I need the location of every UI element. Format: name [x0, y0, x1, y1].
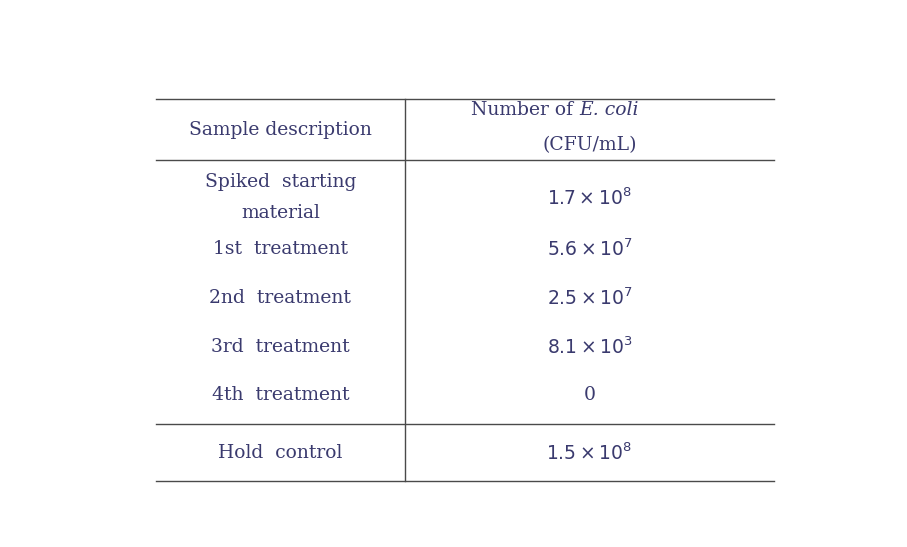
Text: Sample description: Sample description: [189, 121, 372, 139]
Text: $1.7 \times 10^{8}$: $1.7 \times 10^{8}$: [547, 188, 632, 209]
Text: Number of: Number of: [471, 101, 579, 119]
Text: material: material: [241, 204, 320, 222]
Text: (CFU/mL): (CFU/mL): [542, 136, 637, 154]
Text: 1st  treatment: 1st treatment: [213, 240, 347, 258]
Text: Hold  control: Hold control: [218, 444, 343, 462]
Text: $2.5 \times 10^{7}$: $2.5 \times 10^{7}$: [547, 287, 633, 309]
Text: 0: 0: [583, 386, 596, 404]
Text: $1.5 \times 10^{8}$: $1.5 \times 10^{8}$: [547, 443, 633, 464]
Text: 3rd  treatment: 3rd treatment: [211, 338, 349, 356]
Text: 2nd  treatment: 2nd treatment: [210, 289, 351, 307]
Text: $5.6 \times 10^{7}$: $5.6 \times 10^{7}$: [547, 238, 633, 260]
Text: 4th  treatment: 4th treatment: [211, 386, 349, 404]
Text: Spiked  starting: Spiked starting: [205, 173, 356, 191]
Text: E. coli: E. coli: [579, 101, 639, 119]
Text: $8.1 \times 10^{3}$: $8.1 \times 10^{3}$: [547, 336, 633, 358]
